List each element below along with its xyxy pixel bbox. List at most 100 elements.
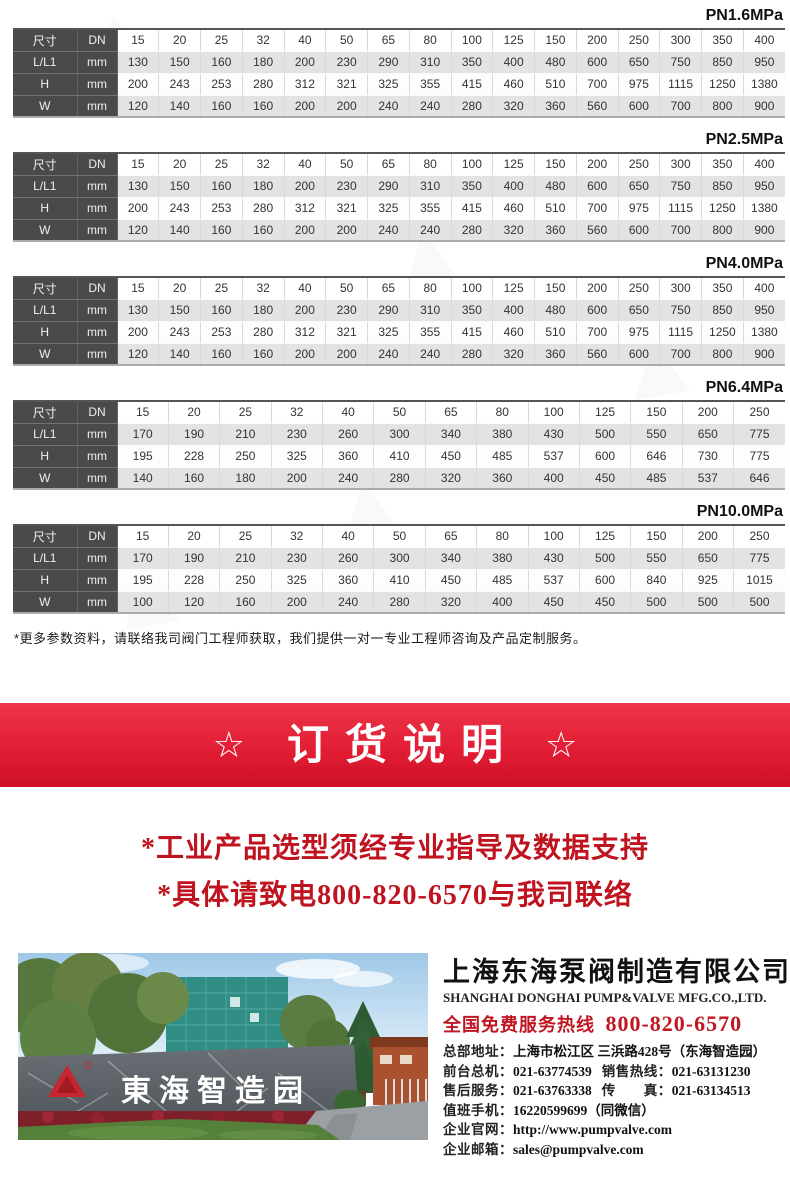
dimension-value-cell: 1250 [701, 197, 744, 220]
dimension-value-cell: 300 [373, 423, 426, 446]
dimension-value-cell: 200 [270, 467, 323, 490]
dn-value-cell: 150 [534, 277, 577, 300]
dn-value-cell: 65 [367, 29, 410, 52]
dn-value-cell: 20 [158, 153, 201, 176]
size-header-cell: 尺寸 [13, 277, 78, 300]
notice-lines: *工业产品选型须经专业指导及数据支持 *具体请致电800-820-6570与我司… [0, 825, 790, 919]
contact-line: 售后服务：021-63763338 传 真：021-63134513 [443, 1081, 790, 1101]
dimension-value-cell: 380 [476, 547, 528, 570]
dn-value-cell: 40 [283, 153, 326, 176]
dimension-value-cell: 380 [476, 423, 528, 446]
dimension-value-cell: 312 [283, 321, 326, 344]
size-header-cell: 尺寸 [13, 525, 78, 548]
dimension-value-cell: 320 [492, 343, 535, 366]
dimension-value-cell: 360 [321, 445, 374, 468]
spec-table: 尺寸 DN 15 20 25 32 40 50 65 80 100 125 150 200 250 300 35… [13, 28, 785, 118]
dimension-value-cell: 228 [167, 445, 220, 468]
dimension-value-cell: 360 [321, 569, 374, 592]
dn-value-cell: 15 [116, 525, 169, 548]
unit-cell: mm [77, 175, 118, 198]
dimension-value-cell: 1380 [742, 321, 785, 344]
valve-spec-page: PN1.6MPa 尺寸 DN 15 20 25 32 40 50 65 80 100 125 150 20… [0, 8, 790, 1159]
spec-table-section: PN4.0MPa 尺寸 DN 15 20 25 32 40 50 65 80 100 125 150 20… [13, 256, 785, 366]
dimension-value-cell: 975 [617, 197, 660, 220]
dimension-value-cell: 500 [681, 591, 734, 614]
contact-line: 总部地址：上海市松江区 三浜路428号（东海智造园） [443, 1042, 790, 1062]
dn-value-cell: 150 [630, 525, 683, 548]
dimension-value-cell: 180 [241, 51, 284, 74]
dimension-value-cell: 130 [116, 299, 159, 322]
dimension-value-cell: 400 [527, 467, 580, 490]
dn-value-cell: 250 [733, 525, 785, 548]
dimension-value-cell: 200 [283, 95, 326, 118]
dimension-label-cell: H [13, 445, 78, 468]
dimension-value-cell: 240 [321, 591, 374, 614]
dimension-value-cell: 480 [534, 175, 577, 198]
dimension-label-cell: W [13, 343, 78, 366]
dimension-value-cell: 537 [681, 467, 734, 490]
dimension-label-cell: L/L1 [13, 547, 78, 570]
dimension-value-cell: 900 [742, 95, 785, 118]
dimension-value-cell: 800 [701, 343, 744, 366]
dimension-value-cell: 1015 [733, 569, 785, 592]
dn-value-cell: 50 [325, 153, 368, 176]
dimension-value-cell: 1250 [701, 321, 744, 344]
dimension-value-cell: 280 [241, 73, 284, 96]
spec-table: 尺寸 DN 15 20 25 32 40 50 65 80 100 125 150 200 250 300 35… [13, 152, 785, 242]
notice-line: *具体请致电800-820-6570与我司联络 [157, 880, 633, 911]
dn-value-cell: 20 [158, 277, 201, 300]
dimension-value-cell: 1380 [742, 73, 785, 96]
contact-value: 021-63763338 [513, 1083, 592, 1098]
dn-value-cell: 25 [200, 153, 243, 176]
dimension-value-cell: 160 [241, 95, 284, 118]
size-header-cell: 尺寸 [13, 29, 78, 52]
dimension-value-cell: 310 [408, 299, 451, 322]
dimension-value-cell: 560 [575, 343, 618, 366]
dimension-value-cell: 325 [270, 569, 323, 592]
dimension-value-cell: 1115 [659, 73, 702, 96]
dimension-value-cell: 750 [659, 175, 702, 198]
dimension-value-cell: 485 [630, 467, 683, 490]
dimension-value-cell: 300 [373, 547, 426, 570]
dimension-value-cell: 1380 [742, 197, 785, 220]
dimension-value-cell: 900 [742, 343, 785, 366]
dimension-label-cell: L/L1 [13, 175, 78, 198]
unit-cell: mm [77, 197, 118, 220]
dimension-value-cell: 260 [321, 547, 374, 570]
dimension-value-cell: 253 [200, 73, 243, 96]
dn-value-cell: 40 [283, 29, 326, 52]
dimension-label-cell: W [13, 219, 78, 242]
service-hotline: 全国免费服务热线 800-820-6570 [443, 1011, 790, 1037]
unit-cell: mm [77, 219, 118, 242]
dimension-value-cell: 450 [527, 591, 580, 614]
dimension-value-cell: 430 [527, 423, 580, 446]
dimension-value-cell: 250 [219, 569, 272, 592]
contact-value: 16220599699（同微信） [513, 1102, 655, 1118]
dn-value-cell: 40 [283, 277, 326, 300]
size-header-cell: 尺寸 [13, 153, 78, 176]
dimension-value-cell: 180 [219, 467, 272, 490]
spec-table-section: PN1.6MPa 尺寸 DN 15 20 25 32 40 50 65 80 100 125 150 20… [13, 8, 785, 118]
dn-value-cell: 150 [534, 29, 577, 52]
dimension-value-cell: 450 [424, 569, 477, 592]
dn-value-cell: 15 [116, 153, 159, 176]
dn-value-cell: 15 [116, 29, 159, 52]
dimension-label-cell: H [13, 321, 78, 344]
contact-label: 销售热线： [601, 1063, 672, 1079]
dimension-value-cell: 400 [492, 51, 535, 74]
dimension-value-cell: 950 [742, 51, 785, 74]
dimension-label-cell: W [13, 95, 78, 118]
unit-cell: mm [77, 51, 118, 74]
dimension-value-cell: 120 [167, 591, 220, 614]
dimension-value-cell: 430 [527, 547, 580, 570]
dimension-value-cell: 340 [424, 423, 477, 446]
dimension-value-cell: 195 [116, 569, 169, 592]
dimension-value-cell: 650 [681, 547, 734, 570]
spec-table: 尺寸 DN 15 20 25 32 40 50 65 80 100 125 150 200 250 300 35… [13, 276, 785, 366]
star-icon: ☆ [212, 724, 245, 765]
dn-value-cell: 40 [321, 401, 374, 424]
contact-label: 售后服务： [443, 1083, 513, 1098]
pressure-label: PN4.0MPa [705, 255, 783, 272]
contact-label: 企业官网： [443, 1122, 513, 1137]
dimension-value-cell: 280 [450, 219, 493, 242]
